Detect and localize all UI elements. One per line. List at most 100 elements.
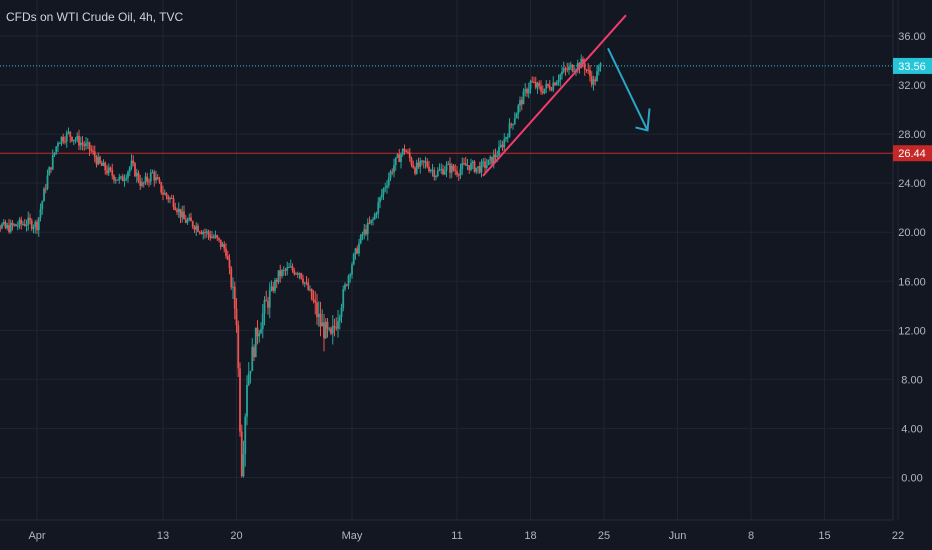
candle-body bbox=[144, 176, 147, 183]
candle-body bbox=[407, 152, 409, 154]
x-tick-label: Jun bbox=[669, 530, 687, 542]
candle-body bbox=[345, 284, 348, 286]
candle-body bbox=[137, 172, 140, 182]
candle-body bbox=[568, 66, 570, 71]
candle-body bbox=[219, 239, 222, 247]
price-axis[interactable]: 0.00 4.00 8.00 12.00 16.00 20.00 24.00 28.00 32.… bbox=[898, 31, 926, 485]
candle-body bbox=[323, 322, 325, 339]
candle-body bbox=[338, 317, 341, 322]
candle-body bbox=[557, 80, 560, 83]
candle-body bbox=[268, 290, 271, 308]
candle-body bbox=[209, 234, 212, 238]
candle-body bbox=[309, 289, 311, 291]
candle-body bbox=[456, 171, 458, 175]
candle-body bbox=[583, 63, 586, 70]
candle-body bbox=[428, 166, 430, 172]
candle-body bbox=[475, 167, 478, 172]
candle-body bbox=[232, 286, 234, 288]
candle-body bbox=[263, 300, 266, 314]
y-tick-label: 16.00 bbox=[898, 276, 926, 288]
candle-body bbox=[251, 346, 254, 371]
candle-body bbox=[172, 198, 175, 207]
trend-line[interactable] bbox=[482, 14, 627, 177]
candle-body bbox=[39, 209, 42, 218]
candle-body bbox=[515, 113, 518, 119]
candle-body bbox=[452, 165, 455, 171]
candle-body bbox=[183, 211, 185, 220]
candle-body bbox=[310, 289, 313, 300]
candle-body bbox=[123, 179, 126, 182]
x-tick-label: May bbox=[342, 530, 363, 542]
candle-body bbox=[107, 167, 110, 174]
candle-body bbox=[41, 201, 44, 210]
candle-body bbox=[494, 154, 497, 157]
candle-body bbox=[163, 193, 166, 195]
candle-body bbox=[405, 151, 408, 153]
current-price-label: 33.56 bbox=[898, 61, 926, 73]
candle-body bbox=[174, 206, 177, 210]
candle-body bbox=[471, 161, 474, 164]
candle-body bbox=[368, 222, 371, 224]
time-axis[interactable]: Apr 13 20 May 11 18 25 Jun 8 15 22 bbox=[28, 530, 904, 542]
candle-body bbox=[202, 231, 205, 234]
candle-body bbox=[190, 217, 192, 222]
candle-body bbox=[244, 416, 247, 454]
candle-body bbox=[347, 276, 350, 286]
candle-body bbox=[435, 176, 437, 178]
candle-body bbox=[536, 83, 539, 88]
candle-body bbox=[109, 167, 112, 170]
candle-body bbox=[473, 161, 476, 172]
candle-body bbox=[326, 321, 329, 329]
candle-body bbox=[277, 270, 280, 282]
candle-body bbox=[191, 221, 194, 227]
candle-body bbox=[160, 182, 163, 193]
candle-body bbox=[99, 156, 101, 163]
candle-body bbox=[36, 221, 38, 231]
candle-body bbox=[57, 143, 59, 147]
down-arrow-head[interactable] bbox=[635, 108, 651, 132]
candle-body bbox=[436, 170, 439, 177]
candle-body bbox=[526, 89, 528, 94]
current-price-line[interactable]: 33.56 bbox=[0, 57, 932, 74]
candle-body bbox=[242, 453, 245, 477]
candle-body bbox=[43, 188, 45, 202]
candle-body bbox=[512, 124, 514, 126]
candle-body bbox=[230, 268, 233, 288]
support-level[interactable]: 26.44 bbox=[0, 145, 932, 162]
down-arrow-shaft[interactable] bbox=[607, 47, 649, 131]
candle-body bbox=[148, 181, 150, 183]
candle-body bbox=[480, 161, 483, 173]
candle-body bbox=[489, 156, 492, 160]
candle-body bbox=[55, 146, 58, 153]
candle-body bbox=[284, 269, 287, 271]
x-tick-label: 11 bbox=[451, 530, 462, 542]
candle-body bbox=[547, 83, 549, 86]
candle-body bbox=[410, 158, 413, 165]
y-tick-label: 8.00 bbox=[901, 374, 922, 386]
chart-drawings[interactable] bbox=[482, 14, 651, 177]
candle-body bbox=[226, 255, 229, 260]
candle-body bbox=[401, 148, 404, 155]
candle-body bbox=[457, 174, 460, 176]
candle-body bbox=[522, 91, 525, 105]
candle-body bbox=[253, 346, 255, 358]
candle-body bbox=[204, 231, 206, 233]
candle-body bbox=[120, 176, 122, 178]
candle-body bbox=[176, 209, 178, 213]
candle-body bbox=[286, 267, 289, 271]
candle-body bbox=[597, 66, 600, 72]
candle-body bbox=[594, 79, 597, 82]
candle-body bbox=[23, 223, 26, 226]
x-tick-label: 25 bbox=[598, 530, 610, 542]
candle-body bbox=[328, 328, 331, 330]
candle-body bbox=[419, 160, 422, 168]
candle-body bbox=[60, 136, 63, 144]
candle-body bbox=[69, 131, 72, 137]
candle-body bbox=[333, 325, 336, 328]
candle-body bbox=[496, 155, 499, 157]
candle-body bbox=[408, 152, 411, 159]
candle-body bbox=[274, 280, 276, 291]
candle-body bbox=[524, 89, 527, 92]
candle-body bbox=[566, 69, 569, 71]
